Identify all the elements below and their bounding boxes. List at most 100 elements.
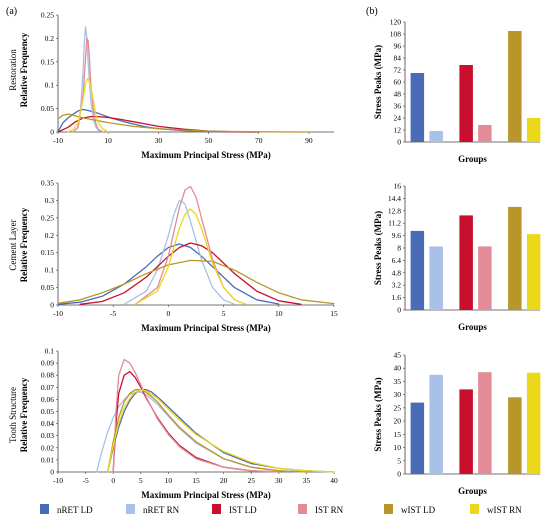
row-label: Restoration [8, 49, 18, 91]
x-tick-label: 30 [155, 136, 163, 145]
legend-swatch-ist-ld [212, 504, 221, 514]
y-axis-title: Relative Frequency [19, 377, 29, 452]
y-tick-label: 4.8 [392, 268, 402, 277]
x-axis-title: Maximum Principal Stress (MPa) [141, 490, 271, 500]
y-axis-title: Stress Peaks (MPa) [373, 377, 383, 451]
y-tick-label: 0.01 [41, 455, 54, 464]
bar-wist-rn [526, 372, 541, 474]
y-tick-label: 0.25 [41, 213, 54, 222]
y-tick-label: 48 [394, 90, 402, 99]
bar-nret-ld [410, 230, 425, 310]
y-tick-label: 36 [394, 102, 402, 111]
x-axis-title: Maximum Principal Stress (MPa) [141, 150, 271, 160]
bar-wist-ld [508, 206, 522, 310]
series-line-wist-rn [134, 208, 247, 305]
y-tick-label: 0.1 [45, 266, 55, 275]
y-tick-label: 3.2 [392, 281, 402, 290]
y-tick-label: 0 [50, 301, 54, 310]
y-tick-label: 96 [394, 42, 402, 51]
y-tick-label: 60 [394, 78, 402, 87]
x-axis-title: Groups [458, 154, 487, 164]
y-tick-label: 0.08 [41, 371, 54, 380]
y-tick-label: 6.4 [392, 256, 402, 265]
x-tick-label: 50 [205, 136, 213, 145]
bar-nret-rn [429, 246, 443, 310]
y-tick-label: 0.3 [45, 196, 55, 205]
y-tick-label: 30 [394, 390, 402, 399]
y-tick-label: 16 [394, 182, 402, 191]
x-tick-label: 15 [330, 309, 338, 318]
bar-nret-rn [429, 131, 443, 142]
x-tick-label: 15 [192, 476, 200, 485]
bar-ist-ld [459, 215, 473, 310]
y-tick-label: 0 [397, 138, 401, 147]
x-tick-label: -5 [110, 309, 116, 318]
x-tick-label: 70 [255, 136, 263, 145]
series-line-wist-ld [107, 389, 308, 473]
series-line-nret-ld [57, 243, 280, 305]
series-line-ist-rn [134, 185, 247, 305]
legend-swatch-wist-rn [470, 504, 479, 514]
y-tick-label: 84 [394, 54, 402, 63]
x-tick-label: -10 [53, 476, 63, 485]
bar-wist-rn [526, 234, 541, 310]
x-tick-label: 10 [275, 309, 283, 318]
y-tick-label: 0 [397, 470, 401, 479]
y-tick-label: 25 [394, 403, 402, 412]
y-tick-label: 0.03 [41, 431, 54, 440]
y-tick-label: 0.2 [45, 34, 55, 43]
y-tick-label: 0.07 [41, 383, 54, 392]
legend-label: IST RN [315, 505, 344, 515]
panel-label-a: (a) [6, 6, 17, 17]
x-tick-label: -5 [82, 476, 88, 485]
bar-nret-ld [410, 402, 425, 474]
y-tick-label: 72 [394, 66, 402, 75]
y-tick-label: 0 [397, 306, 401, 315]
chart-peaks-1: 0 12 24 36 48 60 72 84 96 108 120 Groups Stress Peak… [373, 18, 541, 164]
legend-label: wIST LD [401, 505, 436, 515]
bar-wist-ld [508, 31, 522, 142]
y-tick-label: 0.25 [41, 11, 54, 20]
legend-swatch-wist-ld [384, 504, 393, 514]
y-axis-title: Stress Peaks (MPa) [373, 211, 383, 285]
bar-wist-rn [526, 118, 541, 142]
y-tick-label: 1.6 [392, 293, 402, 302]
x-tick-label: 25 [247, 476, 255, 485]
y-tick-label: 0.15 [41, 248, 54, 257]
legend-swatch-ist-rn [298, 504, 307, 514]
y-tick-label: 0.06 [41, 395, 54, 404]
y-tick-label: 40 [394, 364, 402, 373]
x-tick-label: -10 [53, 136, 63, 145]
y-tick-label: 0.05 [41, 104, 54, 113]
y-tick-label: 0 [50, 128, 54, 137]
y-tick-label: 0.09 [41, 359, 54, 368]
legend-swatch-nret-rn [126, 504, 135, 514]
series-line-nret-rn [123, 199, 236, 305]
x-tick-label: 0 [111, 476, 115, 485]
x-tick-label: 20 [220, 476, 228, 485]
x-axis-title: Maximum Principal Stress (MPa) [141, 323, 271, 333]
y-tick-label: 45 [394, 351, 402, 360]
y-tick-label: 0.1 [45, 347, 55, 356]
y-tick-label: 12 [394, 126, 402, 135]
y-tick-label: 0.15 [41, 57, 54, 66]
y-tick-label: 9.6 [392, 231, 402, 240]
x-tick-label: 90 [305, 136, 313, 145]
series-line-ist-rn [112, 358, 280, 473]
y-tick-label: 24 [394, 114, 402, 123]
x-tick-label: 0 [167, 309, 171, 318]
series-line-ist-ld [79, 242, 302, 305]
y-tick-label: 0.1 [45, 81, 55, 90]
series-line-wist-ld [57, 259, 335, 305]
y-tick-label: 14.4 [388, 194, 401, 203]
x-tick-label: 5 [222, 309, 226, 318]
row-label: Cement Layer [8, 219, 18, 270]
y-tick-label: 108 [390, 30, 402, 39]
legend-swatch-nret-ld [40, 504, 49, 514]
y-axis-title: Relative Frequency [19, 32, 29, 107]
x-axis-title: Groups [458, 322, 487, 332]
legend-label: wIST RN [487, 505, 522, 515]
y-tick-label: 0.05 [41, 283, 54, 292]
y-tick-label: 8 [397, 244, 401, 253]
